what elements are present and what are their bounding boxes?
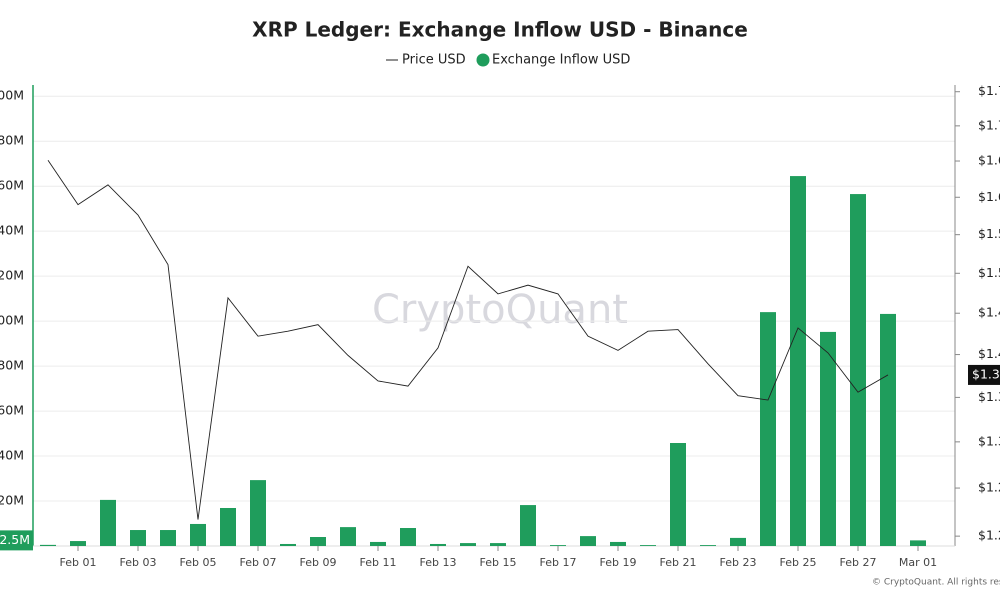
bar [490,543,506,546]
y2-tick-label: $1.35 [978,389,1000,404]
y-badge-bg [0,530,33,551]
x-tick-label: Feb 13 [420,556,457,569]
bar [70,541,86,546]
y-tick-label: 80M [0,358,24,373]
bar [820,331,836,546]
bar [370,541,386,546]
bar [850,194,866,546]
bar [580,536,596,546]
y2-tick-label: $1.70 [978,117,1000,132]
y-tick-label: 20M [0,493,24,508]
y2-tick-label: $1.60 [978,189,1000,204]
x-tick-label: Feb 23 [720,556,757,569]
y2-badge: $1.37 [972,366,1000,381]
bar [670,443,686,546]
x-tick-label: Mar 01 [899,556,937,569]
y-tick-label: 160M [0,178,24,193]
y2-tick-label: $1.75 [978,83,1000,98]
bar [220,507,236,546]
bar [640,545,656,546]
bar [130,530,146,546]
y2-tick-label: $1.65 [978,153,1000,168]
bar [430,543,446,546]
x-tick-label: Feb 15 [480,556,517,569]
bar [910,540,926,546]
x-tick-label: Feb 25 [780,556,817,569]
legend-dot [476,53,490,67]
bar [460,543,476,546]
bar [760,312,776,546]
x-tick-label: Feb 03 [120,556,157,569]
x-tick-label: Feb 17 [540,556,577,569]
y2-tick-label: $1.20 [978,528,1000,543]
y-tick-label: 60M [0,403,24,418]
y2-badge-bg [968,364,1000,385]
y2-tick-label: $1.40 [978,346,1000,361]
y2-tick-label: $1.25 [978,480,1000,495]
bar [880,313,896,546]
bar [730,537,746,546]
bar [520,505,536,546]
bar [610,541,626,546]
y-tick-label: 200M [0,88,24,103]
bar [700,545,716,546]
legend-label: Exchange Inflow USD [492,53,630,68]
x-tick-label: Feb 01 [60,556,97,569]
x-tick-label: Feb 07 [240,556,277,569]
y-tick-label: 40M [0,448,24,463]
bar [250,480,266,546]
legend-label: Price USD [402,53,466,68]
y-tick-label: 120M [0,268,24,283]
y2-tick-label: $1.50 [978,265,1000,280]
y-tick-label: 180M [0,133,24,148]
y2-tick-label: $1.30 [978,433,1000,448]
bar [280,543,296,546]
x-tick-label: Feb 19 [600,556,637,569]
x-tick-label: Feb 09 [300,556,337,569]
watermark: CryptoQuant [372,287,628,333]
bar [340,527,356,546]
x-tick-label: Feb 05 [180,556,217,569]
y-tick-label: 100M [0,313,24,328]
y-tick-label: 140M [0,223,24,238]
chart-title: XRP Ledger: Exchange Inflow USD - Binanc… [252,18,748,42]
bar [550,545,566,546]
bar [310,537,326,546]
y-badge: 2.5M [0,532,30,547]
x-tick-label: Feb 21 [660,556,697,569]
bar [160,530,176,546]
bar [400,528,416,546]
bar [190,523,206,546]
bar [790,176,806,546]
price-line [47,160,889,520]
x-tick-label: Feb 11 [360,556,397,569]
y2-tick-label: $1.55 [978,226,1000,241]
bar [100,499,116,546]
footer: © CryptoQuant. All rights reserved. [872,578,1000,588]
x-tick-label: Feb 27 [840,556,877,569]
y2-tick-label: $1.45 [978,305,1000,320]
bar [40,544,56,546]
